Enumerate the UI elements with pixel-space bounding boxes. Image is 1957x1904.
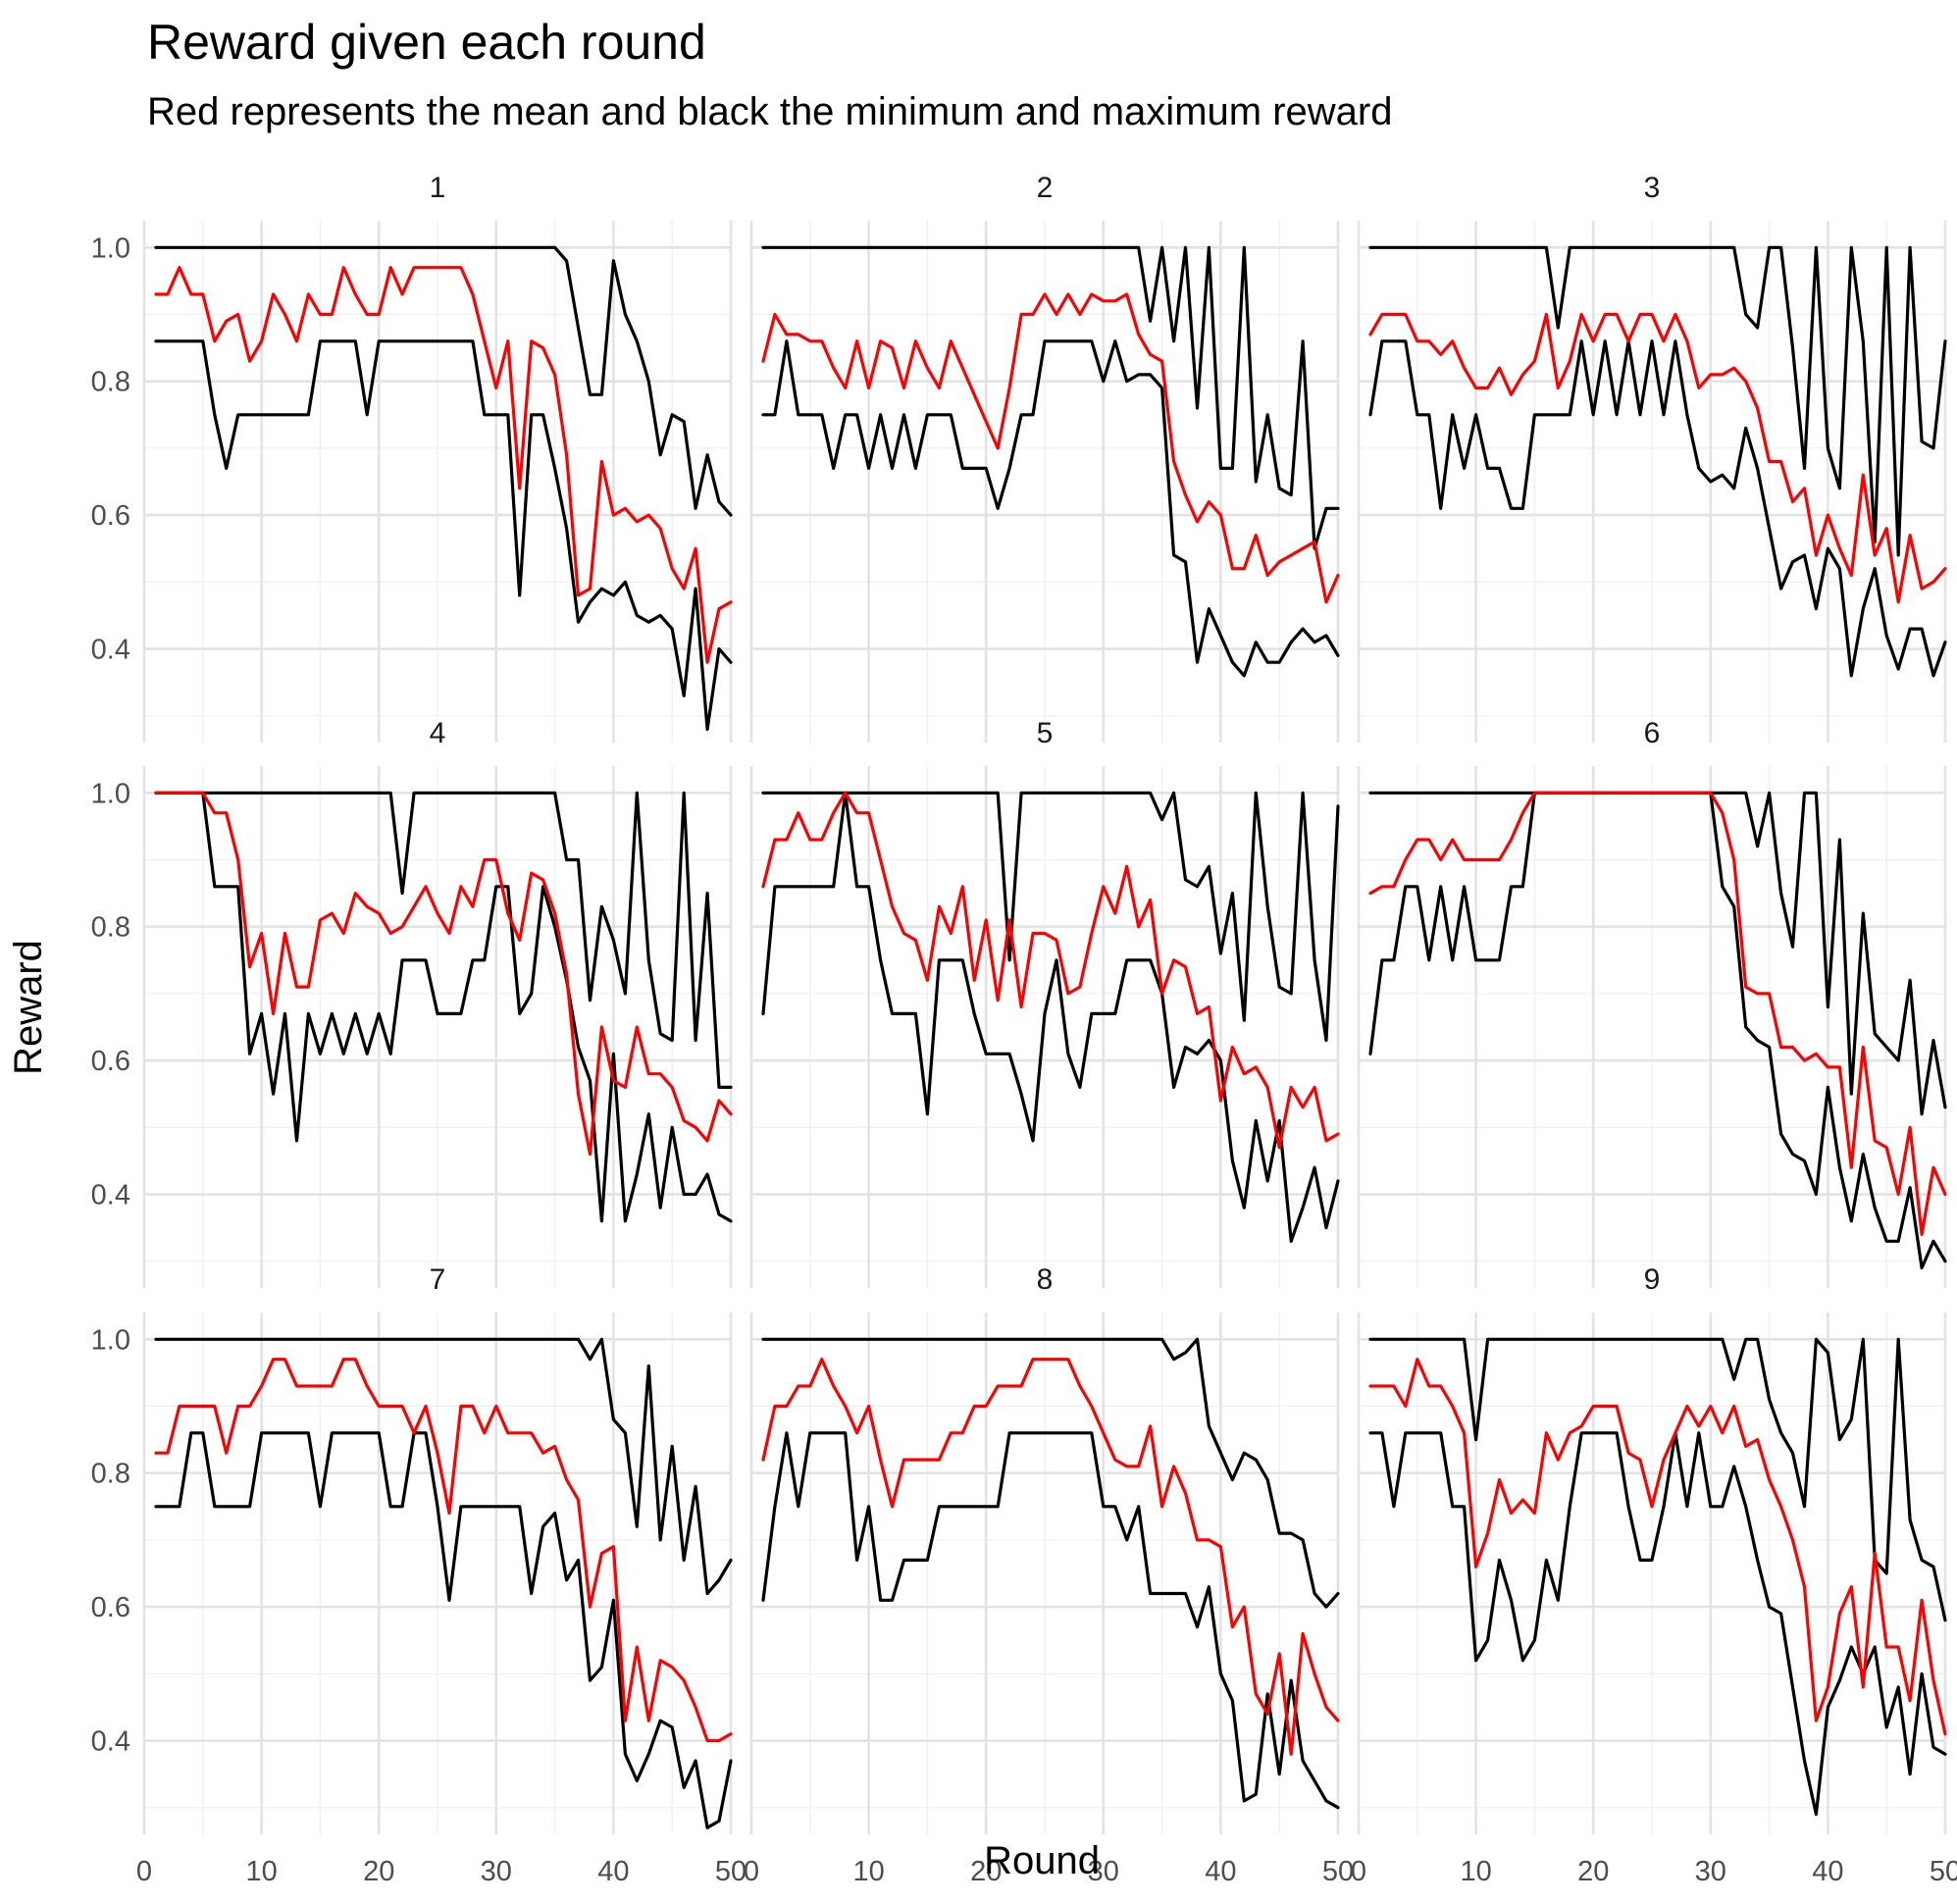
y-tick-label: 1.0 — [91, 232, 130, 264]
x-tick-label: 30 — [481, 1856, 512, 1887]
facet-panel-9: 9 0 10 20 30 40 50 — [1351, 1263, 1957, 1887]
facet-strip-label: 4 — [430, 717, 446, 749]
series-line-mean — [154, 266, 733, 664]
series-line-mean — [154, 1358, 733, 1743]
x-tick-label: 20 — [363, 1856, 394, 1887]
series-line-min — [761, 791, 1340, 1243]
facet-strip-label: 5 — [1037, 717, 1054, 749]
facet-panels: 1 0.4 0.6 0.8 1.0 2 3 4 0.4 0.6 0.8 1.0 5 6 7 0.4 0.6 0.8… — [91, 172, 1957, 1887]
facet-panel-8: 8 0 10 20 30 40 50 — [744, 1263, 1354, 1887]
x-tick-label: 50 — [1322, 1856, 1354, 1887]
facet-strip-label: 6 — [1644, 717, 1661, 749]
series-line-max — [761, 791, 1340, 1043]
series-line-max — [154, 245, 733, 517]
y-tick-label: 0.4 — [91, 1726, 130, 1758]
y-tick-label: 0.8 — [91, 912, 130, 944]
facet-panel-5: 5 — [749, 717, 1340, 1288]
chart-title: Reward given each round — [147, 15, 706, 70]
series-line-min — [1368, 1431, 1947, 1817]
x-tick-label: 40 — [1205, 1856, 1236, 1887]
x-tick-label: 40 — [1812, 1856, 1843, 1887]
series-line-mean — [761, 292, 1340, 604]
x-tick-label: 50 — [1930, 1856, 1957, 1887]
series-line-min — [154, 1431, 733, 1829]
series-line-max — [154, 1337, 733, 1596]
series-line-min — [154, 791, 733, 1223]
y-tick-label: 0.6 — [91, 500, 130, 532]
series-line-min — [761, 339, 1340, 678]
x-tick-label: 30 — [1695, 1856, 1726, 1887]
series-line-max — [1368, 245, 1947, 557]
series-line-mean — [1368, 312, 1947, 604]
facet-panel-6: 6 — [1357, 717, 1947, 1288]
series-line-mean — [1368, 791, 1947, 1237]
x-tick-label: 0 — [744, 1856, 759, 1887]
x-tick-label: 20 — [970, 1856, 1002, 1887]
x-tick-label: 40 — [597, 1856, 629, 1887]
x-tick-label: 10 — [852, 1856, 884, 1887]
x-tick-label: 0 — [1351, 1856, 1366, 1887]
facet-panel-4: 4 0.4 0.6 0.8 1.0 — [91, 717, 733, 1288]
facet-panel-1: 1 0.4 0.6 0.8 1.0 — [91, 172, 733, 743]
series-line-min — [761, 1431, 1340, 1810]
facet-strip-label: 8 — [1037, 1263, 1054, 1296]
facet-panel-3: 3 — [1357, 172, 1947, 743]
y-axis-title: Reward — [7, 940, 50, 1075]
x-tick-label: 20 — [1577, 1856, 1609, 1887]
series-line-min — [1368, 339, 1947, 678]
facet-strip-label: 1 — [430, 172, 446, 204]
chart-subtitle: Red represents the mean and black the mi… — [147, 90, 1392, 133]
series-line-min — [154, 339, 733, 732]
series-line-mean — [761, 791, 1340, 1150]
facet-panel-2: 2 — [749, 172, 1340, 743]
y-tick-label: 1.0 — [91, 1324, 130, 1356]
y-tick-label: 0.8 — [91, 367, 130, 398]
series-line-max — [761, 1337, 1340, 1609]
series-line-mean — [154, 791, 733, 1157]
facet-strip-label: 3 — [1644, 172, 1661, 204]
y-tick-label: 1.0 — [91, 778, 130, 809]
x-tick-label: 0 — [136, 1856, 152, 1887]
x-axis-title: Round — [984, 1839, 1100, 1882]
x-tick-label: 30 — [1088, 1856, 1119, 1887]
facet-panel-7: 7 0.4 0.6 0.8 1.0 0 10 20 30 40 50 — [91, 1263, 747, 1887]
x-tick-label: 10 — [1460, 1856, 1491, 1887]
x-tick-label: 10 — [245, 1856, 277, 1887]
series-line-max — [154, 791, 733, 1090]
series-line-mean — [761, 1358, 1340, 1756]
series-line-max — [761, 245, 1340, 550]
facet-strip-label: 2 — [1037, 172, 1054, 204]
series-line-mean — [1368, 1358, 1947, 1736]
y-tick-label: 0.4 — [91, 1180, 130, 1211]
x-tick-label: 50 — [715, 1856, 747, 1887]
facet-strip-label: 7 — [430, 1263, 446, 1296]
y-tick-label: 0.8 — [91, 1459, 130, 1490]
y-tick-label: 0.6 — [91, 1592, 130, 1623]
y-tick-label: 0.6 — [91, 1046, 130, 1077]
series-line-max — [1368, 1337, 1947, 1622]
y-tick-label: 0.4 — [91, 635, 130, 666]
facet-strip-label: 9 — [1644, 1263, 1661, 1296]
